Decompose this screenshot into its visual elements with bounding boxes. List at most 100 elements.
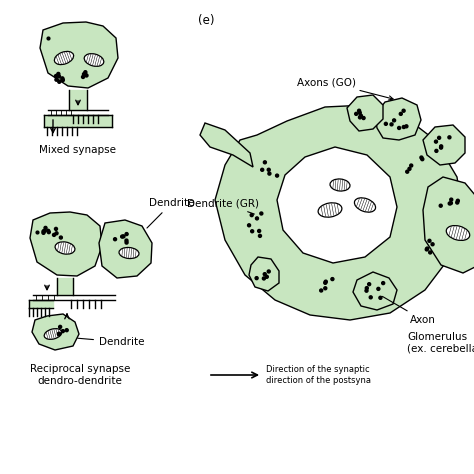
Circle shape xyxy=(251,230,254,233)
Circle shape xyxy=(125,241,128,244)
Ellipse shape xyxy=(355,198,375,212)
Circle shape xyxy=(425,248,428,251)
Polygon shape xyxy=(423,125,465,165)
Circle shape xyxy=(324,280,327,283)
Circle shape xyxy=(358,111,361,114)
Circle shape xyxy=(265,275,268,278)
Circle shape xyxy=(125,239,128,242)
Circle shape xyxy=(250,214,253,217)
Circle shape xyxy=(428,251,432,254)
Circle shape xyxy=(439,146,443,149)
Polygon shape xyxy=(249,257,279,291)
Circle shape xyxy=(449,201,452,205)
Circle shape xyxy=(438,137,441,139)
Circle shape xyxy=(263,277,265,280)
Polygon shape xyxy=(57,278,73,295)
Circle shape xyxy=(114,238,117,241)
Text: Glomerulus
(ex. cerebellar cortex): Glomerulus (ex. cerebellar cortex) xyxy=(407,332,474,354)
Circle shape xyxy=(58,80,61,83)
Circle shape xyxy=(55,78,58,81)
Polygon shape xyxy=(215,105,463,320)
Circle shape xyxy=(61,78,64,82)
Circle shape xyxy=(369,296,372,299)
Circle shape xyxy=(61,329,64,333)
Ellipse shape xyxy=(330,179,350,191)
Polygon shape xyxy=(99,220,152,278)
Circle shape xyxy=(122,235,125,238)
Circle shape xyxy=(267,168,270,171)
Circle shape xyxy=(456,201,459,204)
Circle shape xyxy=(125,233,128,236)
Circle shape xyxy=(57,73,60,75)
Text: Dendrite: Dendrite xyxy=(78,337,145,347)
Polygon shape xyxy=(375,98,421,140)
Circle shape xyxy=(121,235,124,238)
Circle shape xyxy=(260,212,263,215)
Circle shape xyxy=(267,270,270,273)
Circle shape xyxy=(58,332,61,335)
Circle shape xyxy=(439,204,442,207)
Circle shape xyxy=(382,282,385,284)
Polygon shape xyxy=(423,177,474,273)
Circle shape xyxy=(44,227,47,229)
Circle shape xyxy=(421,158,424,161)
Circle shape xyxy=(85,74,88,77)
Circle shape xyxy=(405,125,408,128)
Circle shape xyxy=(358,116,362,119)
Circle shape xyxy=(448,136,451,139)
Circle shape xyxy=(359,114,362,117)
Circle shape xyxy=(410,164,413,167)
Ellipse shape xyxy=(55,51,73,64)
Text: Direction of the synaptic
direction of the postsyna: Direction of the synaptic direction of t… xyxy=(266,365,371,385)
Circle shape xyxy=(61,77,64,80)
Circle shape xyxy=(57,333,60,336)
Circle shape xyxy=(247,224,251,227)
Text: Axons (GO): Axons (GO) xyxy=(298,77,393,100)
Circle shape xyxy=(377,287,380,291)
Circle shape xyxy=(379,296,382,299)
Circle shape xyxy=(406,170,409,173)
Polygon shape xyxy=(347,95,383,131)
Circle shape xyxy=(268,172,271,175)
Circle shape xyxy=(365,287,368,290)
Circle shape xyxy=(324,282,327,284)
Polygon shape xyxy=(30,212,102,276)
Circle shape xyxy=(399,112,402,115)
Circle shape xyxy=(43,230,46,233)
Circle shape xyxy=(47,231,50,234)
Text: Axon: Axon xyxy=(383,296,436,325)
Circle shape xyxy=(255,277,258,280)
Text: Reciprocal synapse
dendro-dendrite: Reciprocal synapse dendro-dendrite xyxy=(30,364,130,386)
Ellipse shape xyxy=(44,328,62,339)
Circle shape xyxy=(264,161,266,164)
Circle shape xyxy=(440,145,443,148)
Ellipse shape xyxy=(446,226,470,240)
Circle shape xyxy=(275,174,279,177)
Circle shape xyxy=(426,247,429,250)
Circle shape xyxy=(46,229,50,232)
Circle shape xyxy=(390,123,393,126)
Circle shape xyxy=(255,217,258,220)
Circle shape xyxy=(258,229,261,232)
Circle shape xyxy=(431,243,434,246)
Polygon shape xyxy=(40,22,118,88)
Circle shape xyxy=(435,149,438,152)
Circle shape xyxy=(53,233,55,237)
Circle shape xyxy=(365,289,368,292)
Circle shape xyxy=(428,239,431,242)
Circle shape xyxy=(65,328,68,332)
Circle shape xyxy=(368,283,371,286)
Text: (e): (e) xyxy=(198,14,215,27)
Circle shape xyxy=(42,230,45,233)
Polygon shape xyxy=(353,272,397,310)
Circle shape xyxy=(59,236,63,239)
Circle shape xyxy=(55,232,58,235)
Circle shape xyxy=(319,289,323,292)
Circle shape xyxy=(448,202,451,205)
Ellipse shape xyxy=(119,247,139,258)
Circle shape xyxy=(261,168,264,171)
Circle shape xyxy=(435,140,438,143)
Text: Dendrite (GR): Dendrite (GR) xyxy=(187,198,259,214)
Circle shape xyxy=(456,199,459,202)
Polygon shape xyxy=(32,314,79,350)
